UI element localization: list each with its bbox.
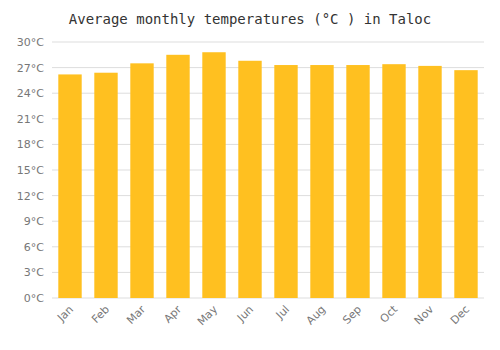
background [0, 0, 500, 350]
bar [166, 55, 189, 298]
title: Average monthly temperatures (°C ) in Ta… [69, 11, 431, 27]
y-tick-label: 0°C [24, 292, 44, 305]
x-tick-label: Feb [89, 303, 112, 326]
y-tick-label: 15°C [17, 164, 44, 177]
y-tick-label: 12°C [17, 190, 44, 203]
bar [454, 70, 477, 298]
x-tick-label: Jun [234, 303, 256, 325]
chart-container: Average monthly temperatures (°C ) in Ta… [0, 0, 500, 350]
x-tick-label: Nov [412, 303, 437, 328]
bar [346, 65, 369, 298]
y-tick-label: 21°C [17, 113, 44, 126]
bar [418, 66, 441, 298]
x-tick-label: Mar [124, 303, 148, 327]
grid-line [52, 42, 484, 43]
y-tick-label: 3°C [24, 266, 44, 279]
x-tick-label: Jul [273, 303, 292, 322]
bar [310, 65, 333, 298]
x-tick-label: May [195, 303, 221, 329]
bar [58, 74, 81, 298]
x-tick-label: Dec [448, 303, 472, 327]
y-tick-label: 18°C [17, 138, 44, 151]
bar [202, 52, 225, 298]
bar [274, 65, 297, 298]
x-tick-label: Oct [377, 302, 400, 325]
y-tick-label: 27°C [17, 62, 44, 75]
bar [382, 64, 405, 298]
x-tick-label: Sep [340, 303, 364, 327]
x-tick-label: Aug [304, 303, 328, 327]
y-axis: 0°C 3°C 6°C 9°C 12°C 15°C 18°C 21°C 24°C 27°C 30°C [17, 36, 44, 305]
bar [94, 73, 117, 298]
chart: Average monthly temperatures (°C ) in Ta… [0, 0, 500, 350]
bar [238, 61, 261, 298]
y-tick-label: 9°C [24, 215, 44, 228]
bar [130, 63, 153, 298]
y-tick-label: 30°C [17, 36, 44, 49]
grid [52, 42, 484, 298]
x-axis: Jan Feb Mar Apr May Jun Jul Aug Sep Oct Nov Dec [54, 302, 472, 328]
x-tick-label: Jan [54, 303, 76, 325]
y-tick-label: 6°C [24, 241, 44, 254]
x-tick-label: Apr [161, 303, 184, 326]
y-tick-label: 24°C [17, 87, 44, 100]
bars [58, 52, 477, 298]
